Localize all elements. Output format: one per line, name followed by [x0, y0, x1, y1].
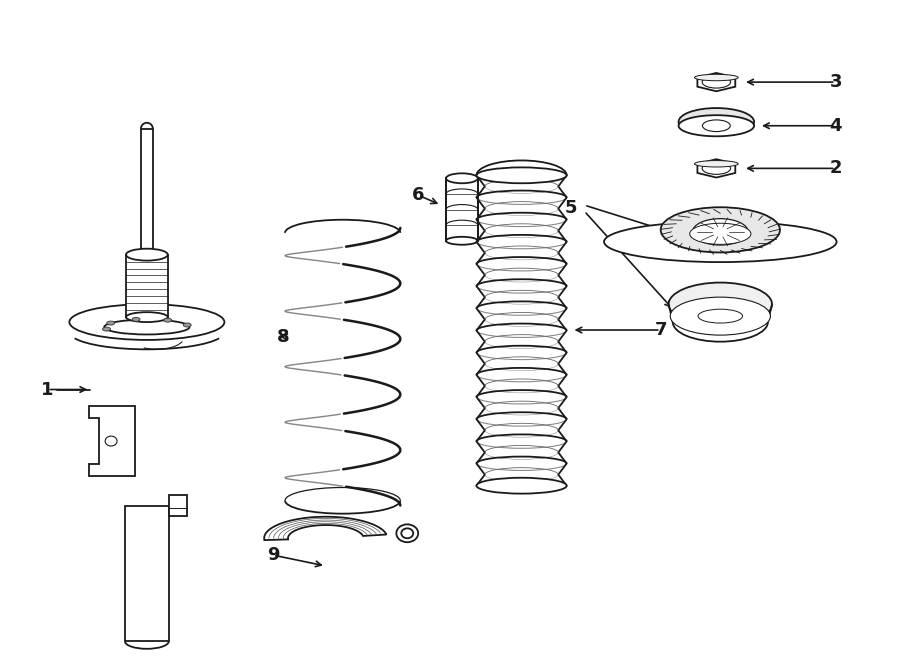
- Bar: [125, 506, 168, 641]
- Bar: [141, 128, 153, 258]
- Polygon shape: [698, 73, 735, 91]
- Ellipse shape: [401, 528, 413, 538]
- Ellipse shape: [702, 120, 730, 132]
- Ellipse shape: [695, 74, 738, 81]
- Ellipse shape: [702, 162, 731, 174]
- Ellipse shape: [446, 173, 478, 183]
- Ellipse shape: [689, 223, 751, 244]
- Text: 6: 6: [412, 186, 425, 204]
- Ellipse shape: [126, 312, 167, 322]
- Ellipse shape: [476, 167, 567, 183]
- Ellipse shape: [476, 478, 567, 494]
- Text: 9: 9: [266, 546, 279, 564]
- Text: 7: 7: [654, 321, 667, 339]
- Ellipse shape: [105, 436, 117, 446]
- Ellipse shape: [446, 237, 478, 245]
- Bar: [126, 255, 167, 317]
- Polygon shape: [698, 160, 735, 177]
- Text: 4: 4: [830, 117, 842, 135]
- Ellipse shape: [184, 323, 191, 327]
- Ellipse shape: [669, 283, 772, 326]
- Ellipse shape: [698, 309, 742, 323]
- Text: 8: 8: [276, 328, 289, 346]
- Ellipse shape: [604, 221, 837, 262]
- Ellipse shape: [132, 317, 140, 321]
- Ellipse shape: [103, 327, 111, 331]
- Ellipse shape: [164, 318, 172, 322]
- Ellipse shape: [692, 218, 748, 245]
- Ellipse shape: [661, 207, 780, 252]
- Text: 3: 3: [830, 73, 842, 91]
- Polygon shape: [89, 406, 135, 476]
- Ellipse shape: [670, 297, 770, 335]
- Ellipse shape: [679, 108, 754, 136]
- Ellipse shape: [673, 303, 768, 342]
- Ellipse shape: [69, 305, 224, 340]
- Ellipse shape: [695, 161, 738, 167]
- Ellipse shape: [126, 249, 167, 261]
- Ellipse shape: [107, 321, 114, 325]
- Ellipse shape: [679, 115, 754, 136]
- Bar: [168, 495, 186, 516]
- Ellipse shape: [104, 320, 190, 334]
- Text: 1: 1: [41, 381, 54, 399]
- Ellipse shape: [702, 76, 731, 88]
- Text: 2: 2: [830, 160, 842, 177]
- Bar: [446, 178, 478, 241]
- Text: 5: 5: [565, 199, 578, 217]
- Polygon shape: [265, 517, 386, 540]
- Ellipse shape: [396, 524, 418, 542]
